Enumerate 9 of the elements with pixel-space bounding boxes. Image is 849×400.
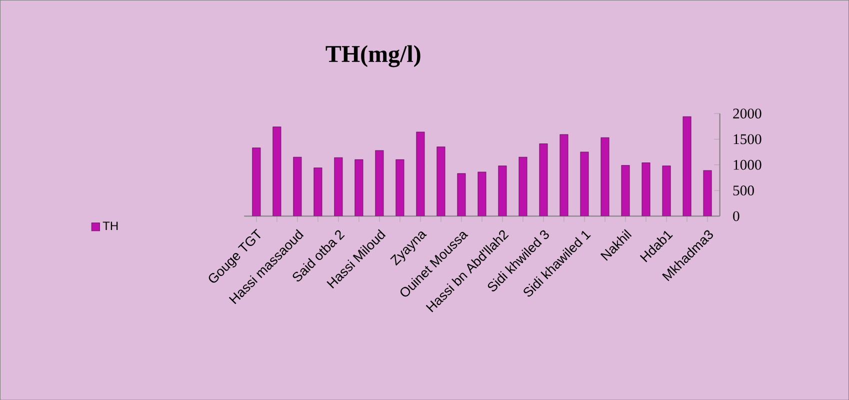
bar [252, 147, 261, 216]
y-tick-label: 0 [733, 211, 740, 221]
bar [272, 126, 282, 216]
y-tick-label: 1500 [734, 134, 762, 144]
y-tick-label: 2000 [733, 108, 762, 118]
legend-label: TH [102, 222, 118, 230]
y-tick-label: 1000 [734, 160, 762, 170]
y-tick-label: 500 [733, 185, 754, 196]
chart-title: TH(mg/l) [326, 45, 420, 68]
